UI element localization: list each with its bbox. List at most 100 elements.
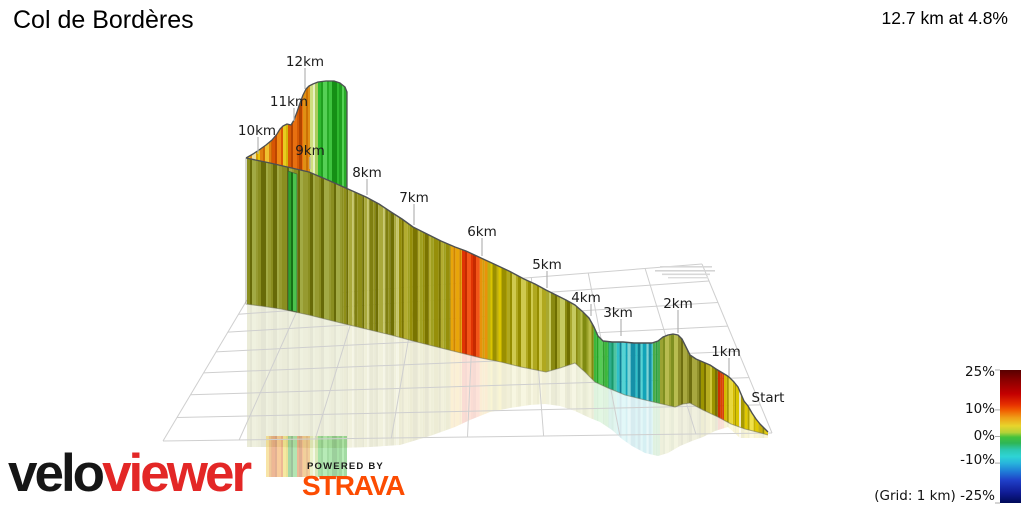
gradient-stripe bbox=[438, 304, 441, 456]
gradient-stripe bbox=[560, 304, 565, 456]
gradient-stripe bbox=[498, 158, 502, 435]
km-marker-label: 7km bbox=[399, 190, 429, 206]
strava-logo[interactable]: STRAVA bbox=[302, 470, 405, 501]
gradient-stripe bbox=[373, 158, 376, 435]
gradient-stripe bbox=[409, 158, 413, 435]
gradient-stripe bbox=[531, 158, 533, 435]
gradient-stripe bbox=[759, 304, 763, 456]
gradient-stripe bbox=[476, 304, 480, 456]
gradient-stripe bbox=[288, 436, 291, 477]
gradient-stripe bbox=[445, 158, 450, 435]
gradient-stripe bbox=[453, 304, 456, 456]
gradient-stripe bbox=[726, 158, 729, 435]
gradient-stripe bbox=[323, 436, 327, 477]
gradient-stripe bbox=[762, 304, 765, 456]
gradient-stripe bbox=[332, 436, 337, 477]
gradient-stripe bbox=[507, 304, 510, 456]
gradient-stripe bbox=[496, 304, 499, 456]
gradient-stripe bbox=[337, 436, 339, 477]
gradient-stripe bbox=[443, 304, 446, 456]
gradient-stripe bbox=[681, 158, 683, 435]
gradient-stripe bbox=[329, 158, 331, 435]
gradient-stripe bbox=[759, 158, 763, 435]
gradient-stripe bbox=[342, 436, 344, 477]
gradient-stripe bbox=[461, 158, 462, 435]
gradient-stripe bbox=[310, 81, 313, 190]
gradient-stripe bbox=[383, 304, 386, 456]
legend-label-0: 0% bbox=[973, 428, 995, 444]
gradient-stripe bbox=[521, 304, 526, 456]
gradient-stripe bbox=[450, 304, 454, 456]
gradient-stripe bbox=[648, 158, 652, 435]
gradient-stripe bbox=[375, 304, 379, 456]
gradient-stripe bbox=[419, 158, 423, 435]
gradient-stripe bbox=[308, 436, 310, 477]
gradient-stripe bbox=[396, 304, 399, 456]
gradient-stripe bbox=[533, 158, 537, 435]
gradient-stripe bbox=[683, 158, 687, 435]
legend-label-25: 25% bbox=[964, 364, 995, 380]
gradient-stripe bbox=[394, 304, 397, 456]
gradient-stripe bbox=[289, 304, 292, 456]
gradient-stripe bbox=[369, 158, 374, 435]
gradient-stripe bbox=[567, 304, 570, 456]
gradient-stripe bbox=[250, 304, 252, 456]
gradient-stripe bbox=[288, 171, 291, 312]
legend-label-m10: -10% bbox=[960, 452, 995, 468]
gradient-stripe bbox=[407, 158, 410, 435]
gradient-stripe bbox=[572, 304, 576, 456]
gradient-stripe bbox=[674, 158, 678, 435]
gradient-stripe bbox=[412, 158, 418, 435]
gradient-stripe bbox=[352, 304, 355, 456]
gradient-stripe bbox=[357, 158, 363, 435]
gradient-stripe bbox=[613, 158, 617, 435]
gradient-stripe bbox=[512, 158, 516, 435]
gradient-stripe bbox=[364, 304, 368, 456]
grid-line bbox=[162, 299, 248, 442]
gradient-stripe bbox=[697, 158, 699, 435]
km-marker-label: 11km bbox=[270, 94, 308, 110]
gradient-stripe bbox=[334, 304, 336, 456]
gradient-stripe bbox=[492, 158, 497, 435]
gradient-stripe bbox=[294, 304, 298, 456]
gradient-stripe bbox=[484, 158, 488, 435]
gradient-stripe bbox=[440, 158, 444, 435]
gradient-stripe bbox=[293, 171, 297, 312]
gradient-stripe bbox=[319, 158, 321, 435]
gradient-stripe bbox=[428, 158, 431, 435]
gradient-stripe bbox=[261, 304, 266, 456]
gradient-stripe bbox=[256, 158, 258, 435]
gradient-stripe bbox=[283, 436, 286, 477]
gradient-stripe bbox=[339, 436, 342, 477]
gradient-stripe bbox=[394, 158, 397, 435]
gradient-stripe bbox=[293, 436, 297, 477]
gradient-stripe bbox=[602, 158, 605, 435]
gradient-stripe bbox=[755, 304, 759, 456]
gradient-stripe bbox=[465, 158, 467, 435]
km-marker-label: 8km bbox=[352, 165, 382, 181]
km-marker-label: 1km bbox=[711, 344, 741, 360]
gradient-stripe bbox=[459, 304, 462, 456]
gradient-stripe bbox=[299, 436, 302, 477]
gradient-stripe bbox=[344, 436, 347, 477]
gradient-stripe bbox=[367, 158, 370, 435]
km-marker-label: 12km bbox=[286, 54, 324, 70]
gradient-stripe bbox=[741, 304, 745, 456]
gradient-stripe bbox=[607, 158, 609, 435]
gradient-stripe bbox=[424, 304, 429, 456]
gradient-stripe bbox=[298, 304, 300, 456]
profile-front-base-outline bbox=[245, 158, 769, 436]
gradient-stripe bbox=[467, 158, 471, 435]
powered-by-label: POWERED BY bbox=[307, 461, 384, 472]
gradient-stripe bbox=[308, 81, 310, 190]
gradient-stripe bbox=[336, 158, 340, 435]
gradient-stripe bbox=[297, 81, 299, 190]
gradient-stripe bbox=[506, 304, 507, 456]
gradient-stripe bbox=[422, 304, 425, 456]
gradient-stripe bbox=[340, 158, 342, 435]
gradient-stripe bbox=[364, 158, 368, 435]
gradient-stripe bbox=[462, 304, 465, 456]
veloviewer-logo[interactable]: veloviewer bbox=[8, 447, 252, 500]
